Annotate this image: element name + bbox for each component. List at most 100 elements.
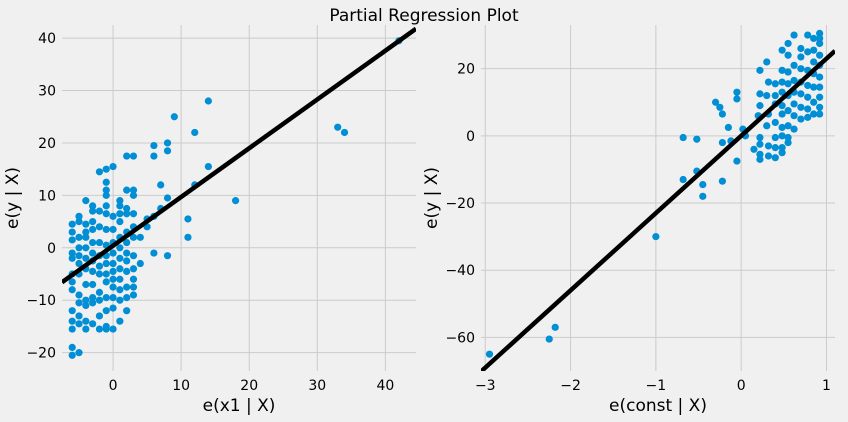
chart2-x-tick-label: −3 [475,378,496,394]
chart2-data-point [816,73,824,81]
chart1-x-axis-label: e(x1 | X) [203,396,276,416]
chart2-data-point [711,98,720,106]
chart1-data-point [68,228,76,236]
chart1-data-point [75,244,83,252]
chart1-data-point [68,220,76,228]
chart1-data-point [95,168,104,176]
chart1-data-point [163,139,172,147]
chart1-data-point [82,197,90,205]
chart2-x-tick-label: 0 [737,378,746,394]
chart2-data-point [784,39,792,48]
chart2-y-tick-label: 0 [466,129,475,145]
chart1-data-point [129,252,138,260]
chart2-data-point [778,66,786,74]
chart1-data-point [163,194,172,202]
chart2-y-tick-label: −20 [445,196,475,212]
chart1-data-point [231,197,240,205]
chart1-data-point [116,244,124,252]
chart2-data-point [784,80,792,88]
chart1-data-point [334,123,342,131]
chart1-data-point [129,210,138,218]
chart2-data-point [797,90,805,98]
chart1-data-point [89,238,97,247]
chart2-data-point [804,105,812,113]
chart1-y-tick-label: −10 [26,293,56,309]
chart1-data-point [109,275,117,283]
chart1-data-point [82,233,90,241]
chart1-data-point [75,312,83,320]
chart1-data-point [75,291,83,299]
chart1-data-point [116,286,124,294]
chart1-data-point [95,223,104,231]
chart1-data-point [68,307,76,315]
chart1-y-tick-label: 20 [38,136,56,152]
chart2-data-point [764,142,773,150]
chart1-data-point [123,186,131,194]
chart2-data-point [784,107,792,115]
chart2-data-point [771,144,779,152]
chart1-x-tick-label: 10 [172,378,190,394]
chart2-data-point [718,177,727,185]
chart1-data-point [68,236,76,244]
chart1-data-point [102,165,110,173]
chart1-data-point [68,249,76,257]
chart2-x-tick-label: 1 [822,378,831,394]
chart2-data-point [679,175,687,184]
chart2-data-point [771,118,779,127]
chart2-data-point [804,93,812,101]
chart1-data-point [89,249,97,257]
chart1-y-axis-label: e(y | X) [3,167,23,229]
chart1-data-point [89,225,97,234]
chart1-data-point [82,220,90,228]
chart2-data-point [790,100,798,108]
chart2-data-point [764,152,773,160]
chart1-x-tick-label: 20 [240,378,258,394]
chart1-data-point [157,181,165,189]
chart1-plot-area [62,25,416,371]
chart2-y-tick-label: −60 [445,330,475,346]
chart1-data-point [95,238,104,247]
chart1-data-point [191,128,199,137]
chart1-data-point [102,294,110,302]
chart1-data-point [116,265,124,273]
chart1-data-point [123,294,131,302]
chart1-data-point [109,325,117,333]
chart2-data-point [784,51,792,59]
chart1-data-point [109,259,117,268]
chart2-y-tick-label: 20 [457,62,475,78]
chart1-data-point [102,186,110,194]
chart2-data-point [778,144,786,152]
chart1-y-tick-label: 40 [38,31,56,47]
chart1-data-point [82,325,90,333]
chart1-data-point [129,275,138,283]
chart1-data-point [102,202,110,210]
chart1-data-point [102,270,110,278]
chart2-data-point [724,123,732,132]
chart1-data-point [150,249,158,257]
chart2-x-axis-label: e(const | X) [609,396,707,416]
chart2-data-point [797,103,805,111]
chart1-data-point [184,233,192,241]
chart1-data-point [89,207,97,215]
chart1-data-point [82,280,90,289]
chart1-data-point [89,294,97,302]
chart1-data-point [95,270,104,278]
chart2-data-point [778,110,786,118]
chart1-axes: 0 10 20 30 40 −20 −10 0 10 20 30 40 e(x1 | X) e(y | X… [3,25,416,416]
chart1-data-point [116,217,124,226]
chart2-y-tick-label: −40 [445,263,475,279]
chart1-data-point [95,296,104,304]
chart2-data-point [790,61,798,69]
chart1-data-point [129,233,138,241]
chart1-data-point [116,210,124,218]
chart2-data-point [652,233,660,241]
chart1-data-point [75,212,83,220]
chart2-data-point [771,154,779,162]
chart2-data-point [485,350,494,358]
chart1-data-point [102,325,110,333]
chart1-data-point [109,283,117,291]
chart2-data-point [816,93,824,101]
figure-title: Partial Regression Plot [329,6,519,26]
chart2-data-point [771,91,779,100]
